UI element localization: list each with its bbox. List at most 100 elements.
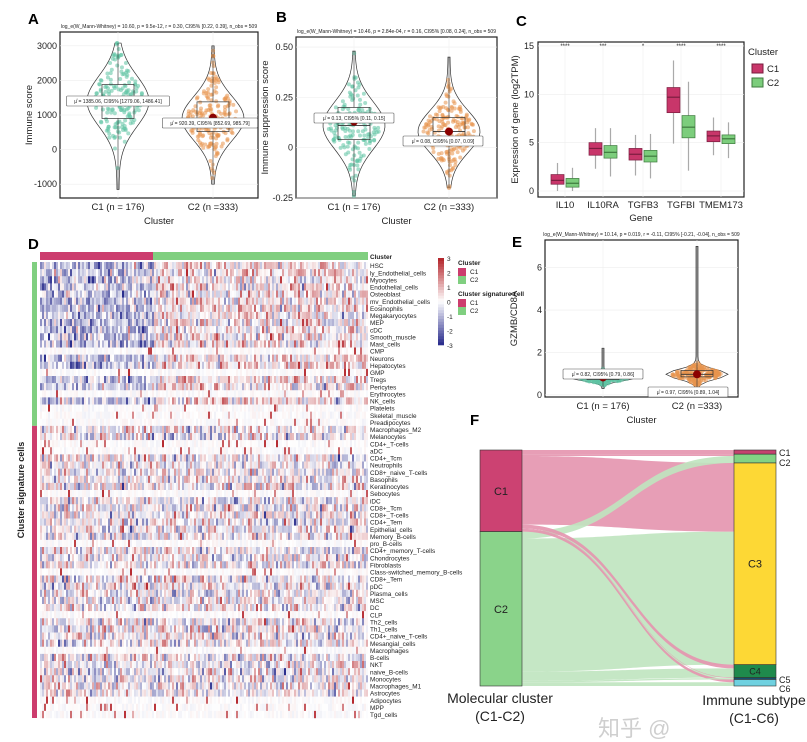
heatmap-cell — [224, 411, 226, 419]
heatmap-cell — [214, 304, 216, 313]
data-point — [449, 168, 454, 173]
heatmap-cell — [316, 269, 318, 277]
heatmap-cell — [218, 311, 220, 320]
heatmap-cell — [324, 290, 326, 298]
heatmap-cell — [74, 276, 76, 284]
heatmap-cell — [230, 347, 232, 355]
heatmap-cell — [204, 411, 206, 419]
heatmap-cell — [210, 290, 212, 298]
heatmap-cell — [210, 311, 212, 320]
heatmap-cell — [266, 304, 268, 313]
heatmap-cell — [102, 361, 104, 370]
heatmap-cell — [50, 404, 52, 412]
heatmap-cell — [206, 368, 208, 377]
data-point — [363, 101, 368, 106]
heatmap-cell — [246, 397, 248, 405]
heatmap-cell — [246, 333, 248, 341]
heatmap-cell — [138, 326, 140, 334]
heatmap-cell — [182, 297, 184, 305]
heatmap-cell — [314, 333, 316, 341]
heatmap-cell — [190, 425, 192, 434]
heatmap-cell — [132, 333, 134, 341]
heatmap-cell — [132, 354, 134, 362]
heatmap-cell — [208, 361, 210, 370]
data-point — [106, 124, 111, 129]
heatmap-cell — [310, 361, 312, 370]
heatmap-cell — [278, 376, 280, 384]
heatmap-cell — [356, 269, 358, 277]
heatmap-cell — [268, 433, 270, 441]
heatmap-cell — [342, 340, 344, 348]
heatmap-cell — [126, 340, 128, 348]
heatmap-cell — [88, 418, 90, 427]
heatmap-cell — [136, 297, 138, 305]
heatmap-cell — [180, 376, 182, 384]
heatmap-cell — [350, 411, 352, 419]
heatmap-cell — [240, 354, 242, 362]
data-point — [94, 91, 99, 96]
heatmap-cell — [174, 368, 176, 377]
heatmap-cell — [242, 404, 244, 412]
heatmap-cell — [218, 425, 220, 434]
heatmap-cell — [274, 326, 276, 334]
heatmap-cell — [48, 304, 50, 313]
heatmap-cell — [286, 425, 288, 434]
heatmap-cell — [226, 326, 228, 334]
heatmap-cell — [46, 290, 48, 298]
heatmap-cell — [152, 383, 154, 391]
heatmap-cell — [172, 333, 174, 341]
heatmap-cell — [280, 433, 282, 441]
heatmap-cell — [60, 376, 62, 384]
heatmap-cell — [252, 333, 254, 341]
heatmap-cell — [170, 433, 172, 441]
heatmap-cell — [252, 433, 254, 441]
heatmap-cell — [366, 276, 368, 284]
heatmap-cell — [284, 283, 286, 291]
heatmap-cell — [206, 383, 208, 391]
heatmap-cell — [214, 390, 216, 398]
heatmap-cell — [272, 354, 274, 362]
heatmap-cell — [118, 411, 120, 419]
heatmap-cell — [72, 276, 74, 284]
heatmap-cell — [62, 418, 64, 427]
heatmap-cell — [76, 269, 78, 277]
heatmap-cell — [210, 376, 212, 384]
heatmap-cell — [40, 333, 42, 341]
heatmap-cell — [336, 361, 338, 370]
heatmap-cell — [112, 411, 114, 419]
heatmap-cell — [290, 319, 292, 327]
heatmap-cell — [252, 376, 254, 384]
heatmap-cell — [200, 319, 202, 327]
heatmap-cell — [134, 418, 136, 427]
heatmap-cell — [186, 290, 188, 298]
heatmap-cell — [242, 368, 244, 377]
heatmap-cell — [208, 276, 210, 284]
heatmap-cell — [308, 411, 310, 419]
heatmap-cell — [110, 333, 112, 341]
data-point — [338, 145, 343, 150]
heatmap-cell — [274, 383, 276, 391]
heatmap-cell — [86, 297, 88, 305]
heatmap-cell — [118, 347, 120, 355]
heatmap-cell — [152, 333, 154, 341]
heatmap-cell — [72, 290, 74, 298]
heatmap-cell — [330, 283, 332, 291]
data-point — [209, 71, 214, 76]
heatmap-cell — [58, 333, 60, 341]
heatmap-cell — [264, 347, 266, 355]
heatmap-cell — [170, 376, 172, 384]
heatmap-cell — [162, 404, 164, 412]
heatmap-cell — [260, 290, 262, 298]
heatmap-cell — [244, 404, 246, 412]
heatmap-cell — [82, 297, 84, 305]
heatmap-cell — [212, 290, 214, 298]
heatmap-cell — [102, 269, 104, 277]
heatmap-cell — [200, 276, 202, 284]
heatmap-cell — [298, 376, 300, 384]
heatmap-cell — [220, 304, 222, 313]
heatmap-cell — [68, 425, 70, 434]
heatmap-cell — [174, 304, 176, 313]
heatmap-cell — [68, 290, 70, 298]
heatmap-cell — [54, 326, 56, 334]
heatmap-cell — [316, 333, 318, 341]
